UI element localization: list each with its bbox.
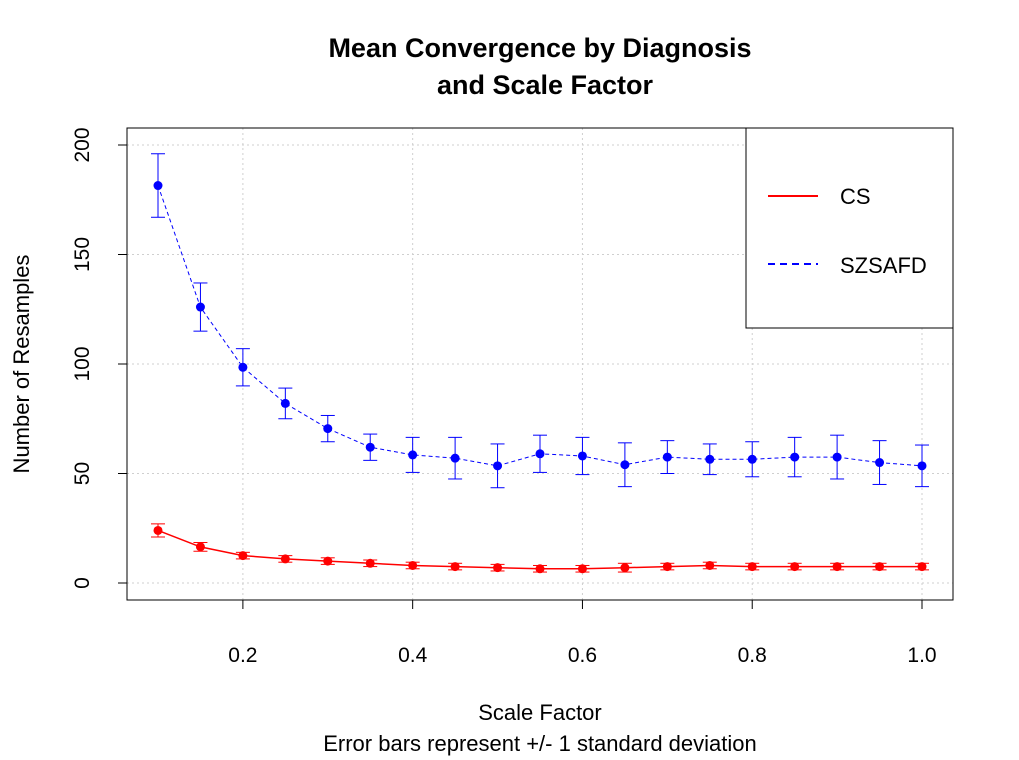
data-point-szsafd-14 bbox=[747, 454, 757, 464]
series-szsafd bbox=[151, 153, 929, 489]
data-point-cs-15 bbox=[790, 562, 800, 572]
data-point-szsafd-3 bbox=[280, 398, 290, 408]
x-axis-subtitle: Error bars represent +/- 1 standard devi… bbox=[323, 731, 757, 756]
y-tick-label-4: 200 bbox=[71, 127, 94, 162]
x-axis: 0.2 0.4 0.6 0.8 1.0 bbox=[228, 600, 937, 667]
x-axis-label: Scale Factor bbox=[478, 700, 602, 725]
y-tick-label-1: 50 bbox=[71, 462, 94, 485]
data-point-cs-2 bbox=[238, 551, 248, 561]
legend-label-szsafd: SZSAFD bbox=[840, 253, 927, 278]
data-point-cs-13 bbox=[705, 560, 715, 570]
data-point-szsafd-4 bbox=[323, 424, 333, 434]
data-point-cs-8 bbox=[493, 563, 503, 573]
data-point-szsafd-6 bbox=[408, 450, 418, 460]
data-point-cs-1 bbox=[195, 542, 205, 552]
data-point-cs-18 bbox=[917, 562, 927, 572]
data-point-szsafd-18 bbox=[917, 461, 927, 471]
data-point-cs-4 bbox=[323, 556, 333, 566]
data-point-cs-0 bbox=[153, 525, 163, 535]
data-point-cs-10 bbox=[577, 564, 587, 574]
x-tick-label-0: 0.2 bbox=[228, 644, 257, 667]
data-point-cs-5 bbox=[365, 558, 375, 568]
data-point-szsafd-8 bbox=[493, 461, 503, 471]
data-point-szsafd-1 bbox=[195, 302, 205, 312]
data-point-szsafd-7 bbox=[450, 453, 460, 463]
data-point-szsafd-13 bbox=[705, 454, 715, 464]
data-point-cs-7 bbox=[450, 562, 460, 572]
data-point-szsafd-15 bbox=[790, 452, 800, 462]
y-axis: 0 50 100 150 200 bbox=[71, 127, 127, 589]
data-point-cs-12 bbox=[662, 562, 672, 572]
data-point-cs-6 bbox=[408, 560, 418, 570]
data-point-cs-16 bbox=[832, 562, 842, 572]
data-point-szsafd-10 bbox=[577, 451, 587, 461]
x-tick-label-4: 1.0 bbox=[907, 644, 936, 667]
data-point-cs-17 bbox=[875, 562, 885, 572]
data-point-szsafd-11 bbox=[620, 460, 630, 470]
series-layer bbox=[151, 153, 929, 574]
data-point-szsafd-12 bbox=[662, 452, 672, 462]
chart-title-line-2: and Scale Factor bbox=[437, 70, 654, 100]
data-point-szsafd-5 bbox=[365, 442, 375, 452]
data-point-cs-11 bbox=[620, 563, 630, 573]
chart-title-line-1: Mean Convergence by Diagnosis bbox=[328, 33, 751, 63]
y-axis-label: Number of Resamples bbox=[9, 255, 34, 474]
series-cs bbox=[151, 523, 929, 574]
legend: CS SZSAFD bbox=[745, 127, 954, 329]
x-tick-label-1: 0.4 bbox=[398, 644, 428, 667]
y-tick-label-2: 100 bbox=[71, 346, 94, 381]
legend-box bbox=[745, 127, 954, 329]
legend-label-cs: CS bbox=[840, 184, 871, 209]
y-tick-label-3: 150 bbox=[71, 237, 94, 272]
y-tick-label-0: 0 bbox=[71, 577, 94, 589]
data-point-szsafd-2 bbox=[238, 362, 248, 372]
x-tick-label-3: 0.8 bbox=[738, 644, 767, 667]
data-point-szsafd-9 bbox=[535, 449, 545, 459]
data-point-szsafd-17 bbox=[875, 458, 885, 468]
data-point-szsafd-16 bbox=[832, 452, 842, 462]
data-point-cs-3 bbox=[280, 554, 290, 564]
data-point-cs-9 bbox=[535, 564, 545, 574]
data-point-szsafd-0 bbox=[153, 181, 163, 191]
data-point-cs-14 bbox=[747, 562, 757, 572]
x-tick-label-2: 0.6 bbox=[568, 644, 597, 667]
